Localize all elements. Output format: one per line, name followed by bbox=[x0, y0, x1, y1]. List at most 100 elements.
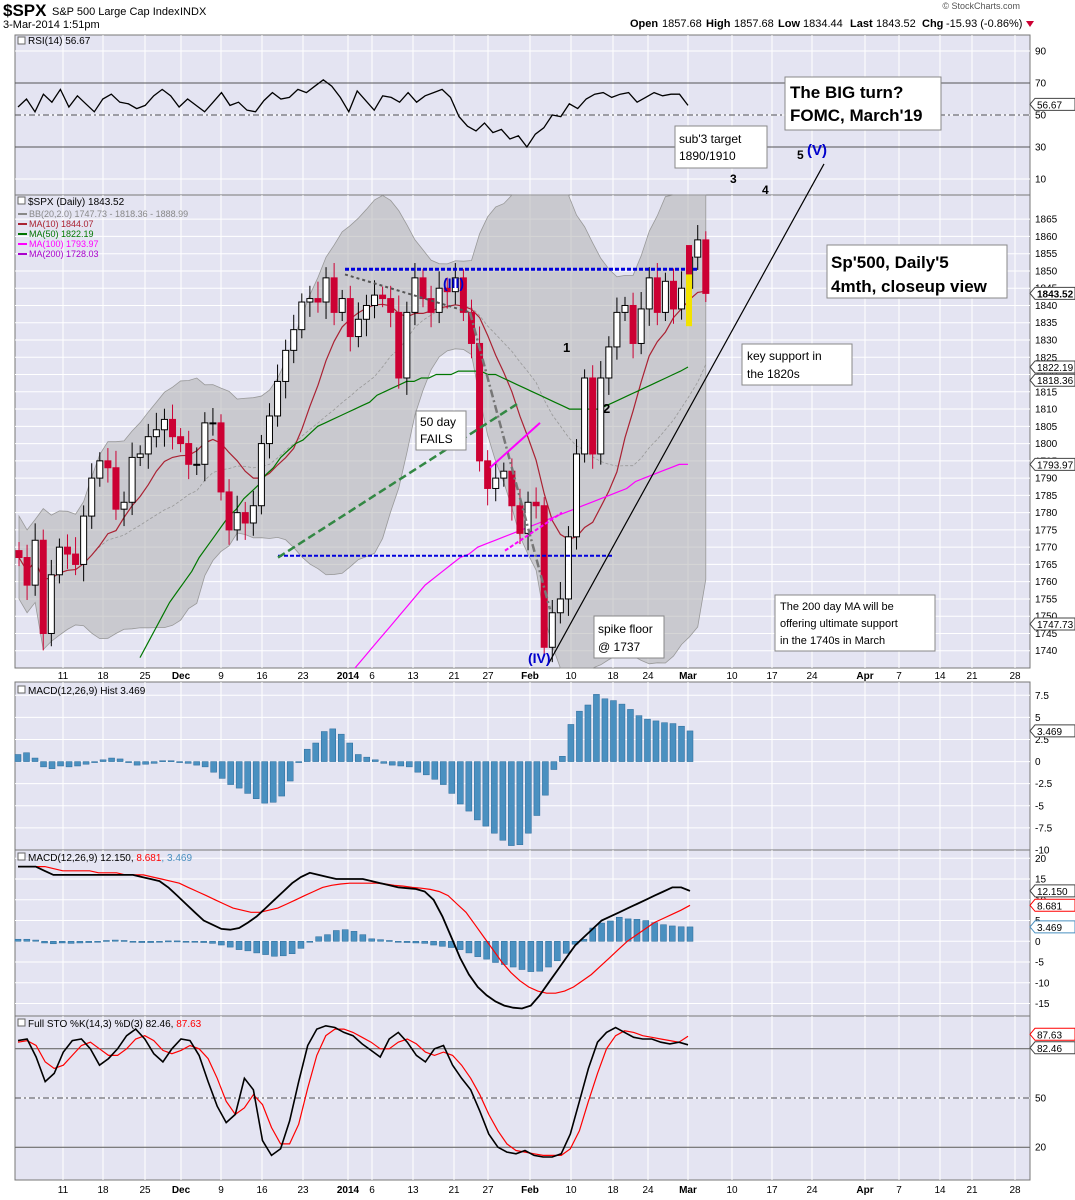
y-tick-label: 1840 bbox=[1035, 301, 1058, 312]
candle-body bbox=[217, 422, 225, 493]
note-text: Sp'500, Daily'5 bbox=[831, 253, 949, 272]
candle-body bbox=[459, 277, 467, 313]
x-tick-label: 16 bbox=[256, 671, 268, 682]
macd-hist-bar bbox=[440, 761, 447, 785]
y-tick-label: 70 bbox=[1035, 79, 1047, 90]
channel-line bbox=[489, 422, 541, 469]
macd-hist-bar bbox=[142, 761, 149, 765]
macd-hist-bar bbox=[210, 761, 217, 773]
macd-hist-bar bbox=[125, 761, 132, 763]
x-tick-label: 17 bbox=[766, 671, 778, 682]
candle-body bbox=[290, 329, 298, 351]
macd-hist-bar bbox=[397, 761, 405, 767]
macd-title-part: MACD(12,26,9) 12.150, bbox=[28, 853, 136, 864]
macd-hist-bar bbox=[363, 756, 371, 762]
macd-hist-bar bbox=[176, 761, 183, 763]
macd-hist-bar bbox=[278, 761, 285, 797]
macd-hist-bar bbox=[235, 941, 243, 950]
note-box bbox=[826, 244, 1008, 299]
macd-hist-bar bbox=[456, 941, 464, 950]
candle-body bbox=[201, 422, 209, 465]
y-tick-label: 20 bbox=[1035, 1143, 1047, 1154]
macd-hist-bar bbox=[244, 941, 252, 952]
macd-hist-bar bbox=[635, 715, 643, 762]
candle-body bbox=[177, 436, 185, 445]
x-tick-label: 25 bbox=[139, 1185, 151, 1196]
y-tick-label: 1830 bbox=[1035, 336, 1058, 347]
candle-body bbox=[443, 287, 451, 293]
macd-hist-bar bbox=[41, 941, 48, 944]
candle-body bbox=[653, 277, 661, 313]
value-tag-label: 82.46 bbox=[1037, 1044, 1062, 1055]
wave-label: 5 bbox=[797, 148, 804, 162]
macd-hist-bar bbox=[138, 941, 146, 943]
bollinger-mid bbox=[18, 304, 707, 580]
candle-body bbox=[694, 239, 702, 258]
macd-hist-bar bbox=[651, 922, 658, 942]
value-tag-label: 1793.97 bbox=[1037, 460, 1074, 471]
candle-body bbox=[605, 346, 613, 379]
macd-hist-bar bbox=[150, 761, 158, 764]
value-tag-label: 56.67 bbox=[1037, 100, 1062, 111]
candle-body bbox=[330, 277, 338, 313]
candle-body bbox=[31, 539, 39, 586]
index-name: S&P 500 Large Cap Index bbox=[52, 6, 180, 18]
macd-hist-bar bbox=[633, 919, 641, 942]
candle-body bbox=[492, 477, 500, 489]
y-tick-label: 1765 bbox=[1035, 560, 1058, 571]
macd-hist-bar bbox=[103, 940, 110, 942]
channel-dashed-line bbox=[504, 511, 563, 552]
x-tick-label: 2014 bbox=[337, 671, 360, 682]
macd-hist-bar bbox=[271, 941, 278, 957]
collapse-icon bbox=[17, 685, 26, 694]
macd-hist-bar bbox=[173, 940, 181, 943]
macd-hist-bar bbox=[661, 722, 668, 762]
x-tick-label: Feb bbox=[521, 1185, 539, 1196]
macd-hist-bar bbox=[303, 748, 311, 762]
candle-body bbox=[661, 280, 669, 313]
credit-label: © StockCharts.com bbox=[942, 1, 1020, 11]
macd-hist-bar bbox=[430, 941, 437, 946]
note-text: in the 1740s in March bbox=[780, 635, 885, 647]
x-tick-label: 10 bbox=[565, 1185, 577, 1196]
y-tick-label: 1825 bbox=[1035, 353, 1058, 364]
y-tick-label: 1805 bbox=[1035, 422, 1058, 433]
value-tag-label: 12.150 bbox=[1037, 887, 1068, 898]
high-label: High bbox=[706, 18, 731, 30]
y-tick-label: 1850 bbox=[1035, 266, 1058, 277]
x-tick-label: 27 bbox=[482, 1185, 494, 1196]
candle-body bbox=[282, 349, 290, 382]
macd-hist-bar bbox=[91, 761, 98, 763]
macd-hist-bar bbox=[686, 730, 694, 762]
macd-hist-bar bbox=[286, 761, 294, 782]
candle-body bbox=[548, 612, 556, 648]
macd-hist-bar bbox=[324, 934, 331, 942]
macd-hist-bar bbox=[23, 752, 30, 762]
candle-body bbox=[581, 377, 589, 455]
candle-body bbox=[23, 557, 31, 586]
macd-hist-bar bbox=[108, 757, 115, 762]
chart-header: $SPX S&P 500 Large Cap Index INDX 3-Mar-… bbox=[3, 1, 1034, 31]
y-tick-label: -10 bbox=[1035, 978, 1050, 989]
y-tick-label: 10 bbox=[1035, 175, 1047, 186]
sto-d-line bbox=[17, 1028, 689, 1157]
macd-hist-bar bbox=[262, 941, 269, 955]
macd-hist-bar bbox=[516, 761, 524, 845]
candle-body bbox=[80, 515, 88, 565]
candle-body bbox=[209, 422, 217, 425]
candle-body bbox=[169, 418, 177, 438]
x-tick-label: 13 bbox=[407, 671, 419, 682]
candle-body bbox=[484, 460, 492, 489]
macd-hist-bar bbox=[218, 941, 225, 946]
x-tick-label: 18 bbox=[607, 1185, 619, 1196]
macd-hist-bar bbox=[439, 941, 446, 947]
current-candle bbox=[686, 245, 692, 275]
macd-hist-bar bbox=[355, 754, 362, 762]
macd-hist-bar bbox=[23, 938, 31, 942]
candle-body bbox=[160, 418, 168, 431]
collapse-icon bbox=[17, 1018, 26, 1027]
macd-hist-bar bbox=[492, 941, 499, 963]
macd-hist-bar bbox=[129, 941, 137, 943]
last-value: 1843.52 bbox=[876, 18, 916, 30]
macd-hist-bar bbox=[261, 761, 268, 804]
